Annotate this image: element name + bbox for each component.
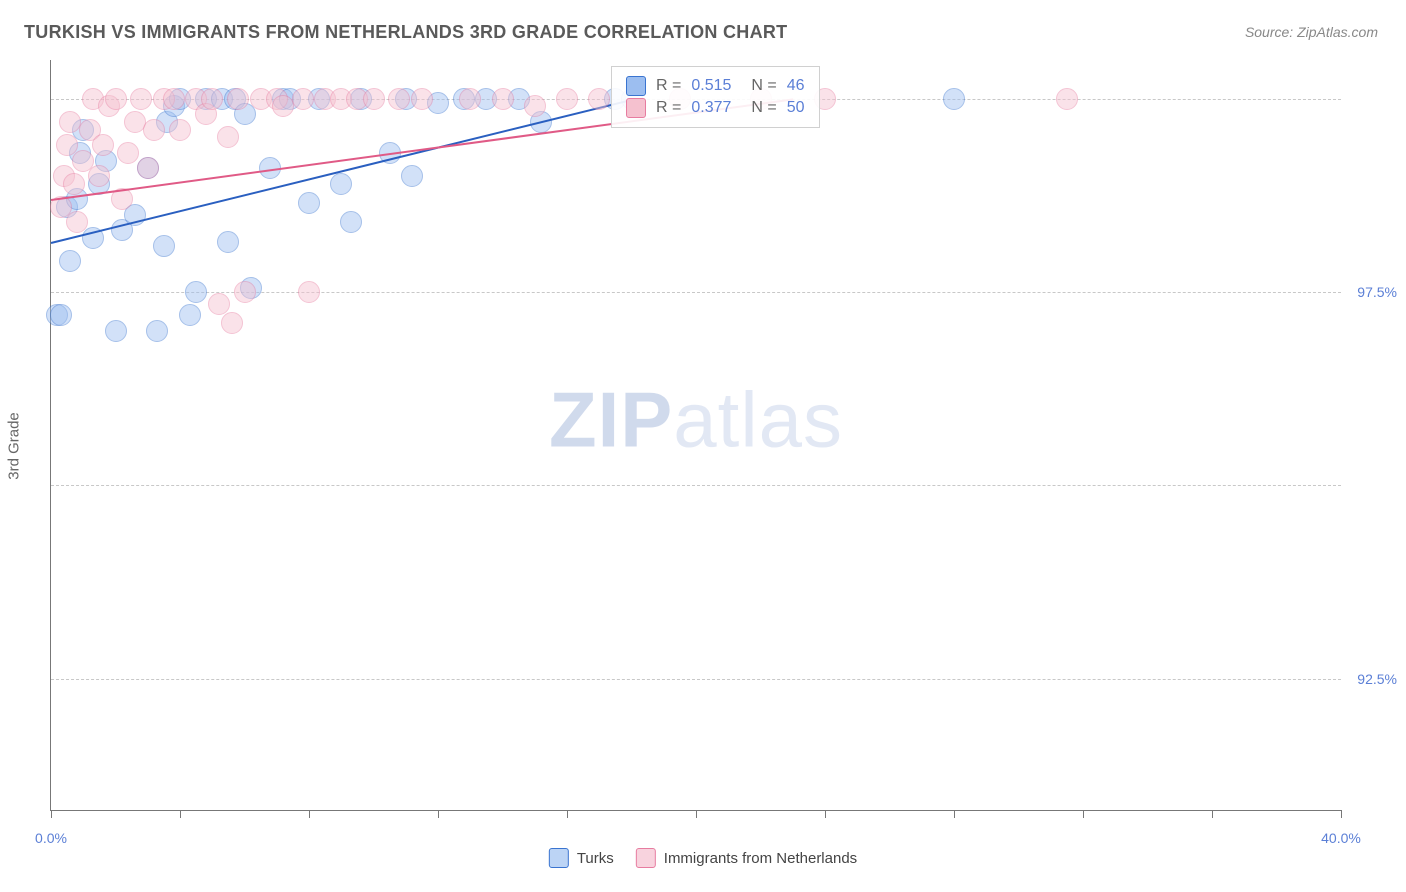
y-tick-label: 97.5% <box>1357 284 1397 300</box>
x-tick <box>51 810 52 818</box>
data-point <box>179 304 201 326</box>
gridline <box>51 679 1341 680</box>
gridline <box>51 485 1341 486</box>
data-point <box>105 320 127 342</box>
data-point <box>524 95 546 117</box>
x-tick <box>567 810 568 818</box>
data-point <box>943 88 965 110</box>
data-point <box>169 119 191 141</box>
legend-label: Turks <box>577 850 614 867</box>
x-tick <box>309 810 310 818</box>
x-tick <box>825 810 826 818</box>
legend-label: Immigrants from Netherlands <box>664 850 857 867</box>
data-point <box>217 231 239 253</box>
data-point <box>117 142 139 164</box>
data-point <box>66 211 88 233</box>
data-point <box>340 211 362 233</box>
data-point <box>143 119 165 141</box>
watermark-bold: ZIP <box>549 376 673 464</box>
data-point <box>50 304 72 326</box>
data-point <box>146 320 168 342</box>
data-point <box>492 88 514 110</box>
data-point <box>185 281 207 303</box>
watermark-rest: atlas <box>673 376 843 464</box>
data-point <box>588 88 610 110</box>
data-point <box>298 281 320 303</box>
n-value: 50 <box>787 99 805 117</box>
x-tick <box>1083 810 1084 818</box>
data-point <box>88 165 110 187</box>
data-point <box>330 173 352 195</box>
x-tick <box>438 810 439 818</box>
data-point <box>388 88 410 110</box>
data-point <box>163 88 185 110</box>
x-tick <box>1341 810 1342 818</box>
bottom-legend: Turks Immigrants from Netherlands <box>549 848 857 868</box>
data-point <box>234 281 256 303</box>
data-point <box>153 235 175 257</box>
data-point <box>292 88 314 110</box>
data-point <box>59 250 81 272</box>
data-point <box>201 88 223 110</box>
x-tick <box>954 810 955 818</box>
data-point <box>63 173 85 195</box>
y-tick-label: 92.5% <box>1357 671 1397 687</box>
r-value: 0.515 <box>691 77 731 95</box>
n-label: N = <box>751 99 776 117</box>
data-point <box>92 134 114 156</box>
correlation-legend: R = 0.515 N = 46 R = 0.377 N = 50 <box>611 66 820 128</box>
r-value: 0.377 <box>691 99 731 117</box>
data-point <box>208 293 230 315</box>
correlation-row: R = 0.377 N = 50 <box>626 98 805 118</box>
data-point <box>556 88 578 110</box>
x-tick <box>696 810 697 818</box>
legend-swatch <box>626 76 646 96</box>
data-point <box>1056 88 1078 110</box>
chart-title: TURKISH VS IMMIGRANTS FROM NETHERLANDS 3… <box>24 22 787 43</box>
data-point <box>227 88 249 110</box>
x-tick-label: 40.0% <box>1321 830 1361 846</box>
y-axis-label: 3rd Grade <box>6 412 23 480</box>
legend-swatch <box>636 848 656 868</box>
legend-item: Turks <box>549 848 614 868</box>
x-tick <box>180 810 181 818</box>
legend-swatch <box>549 848 569 868</box>
n-label: N = <box>751 77 776 95</box>
scatter-plot-area: ZIPatlas 92.5%97.5%0.0%40.0%R = 0.515N =… <box>50 60 1341 811</box>
data-point <box>130 88 152 110</box>
x-tick <box>1212 810 1213 818</box>
legend-swatch <box>626 98 646 118</box>
data-point <box>217 126 239 148</box>
source-label: Source: ZipAtlas.com <box>1245 24 1378 40</box>
r-label: R = <box>656 77 681 95</box>
data-point <box>459 88 481 110</box>
legend-item: Immigrants from Netherlands <box>636 848 857 868</box>
x-tick-label: 0.0% <box>35 830 67 846</box>
data-point <box>221 312 243 334</box>
r-label: R = <box>656 99 681 117</box>
data-point <box>298 192 320 214</box>
data-point <box>411 88 433 110</box>
data-point <box>401 165 423 187</box>
watermark: ZIPatlas <box>549 375 843 466</box>
data-point <box>363 88 385 110</box>
n-value: 46 <box>787 77 805 95</box>
data-point <box>137 157 159 179</box>
data-point <box>105 88 127 110</box>
correlation-row: R = 0.515 N = 46 <box>626 76 805 96</box>
